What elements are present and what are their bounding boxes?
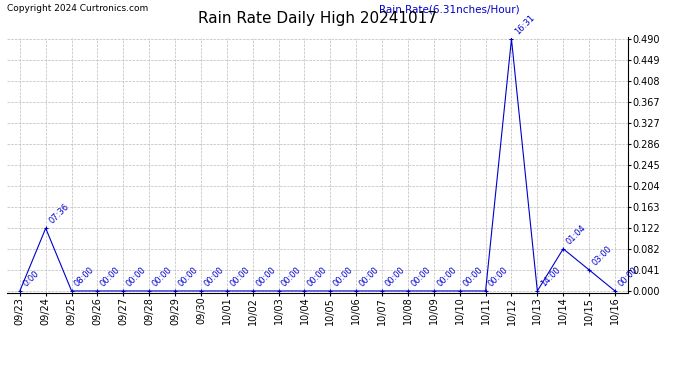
Text: 07:36: 07:36	[47, 202, 70, 225]
Text: 00:00: 00:00	[616, 265, 640, 288]
Text: 0:00: 0:00	[21, 269, 41, 288]
Text: 00:00: 00:00	[435, 265, 458, 288]
Text: 16:31: 16:31	[513, 13, 536, 36]
Text: 00:00: 00:00	[357, 265, 381, 288]
Text: Copyright 2024 Curtronics.com: Copyright 2024 Curtronics.com	[7, 4, 148, 13]
Text: 00:00: 00:00	[332, 265, 355, 288]
Text: 14:00: 14:00	[539, 265, 562, 288]
Text: 00:00: 00:00	[125, 265, 148, 288]
Text: 00:00: 00:00	[228, 265, 251, 288]
Text: 00:00: 00:00	[306, 265, 329, 288]
Text: 01:04: 01:04	[564, 223, 588, 246]
Text: 03:00: 03:00	[591, 244, 613, 267]
Text: 00:00: 00:00	[461, 265, 484, 288]
Text: 00:00: 00:00	[254, 265, 277, 288]
Text: 00:00: 00:00	[177, 265, 199, 288]
Text: 00:00: 00:00	[150, 265, 174, 288]
Text: Rain Rate(6.31nches/Hour): Rain Rate(6.31nches/Hour)	[380, 4, 520, 14]
Text: 00:00: 00:00	[99, 265, 122, 288]
Text: Rain Rate Daily High 20241017: Rain Rate Daily High 20241017	[198, 11, 437, 26]
Text: 00:00: 00:00	[384, 265, 406, 288]
Text: 08:00: 08:00	[73, 265, 96, 288]
Text: 00:00: 00:00	[280, 265, 303, 288]
Text: 00:00: 00:00	[202, 265, 226, 288]
Text: 00:00: 00:00	[487, 265, 510, 288]
Text: 00:00: 00:00	[409, 265, 433, 288]
